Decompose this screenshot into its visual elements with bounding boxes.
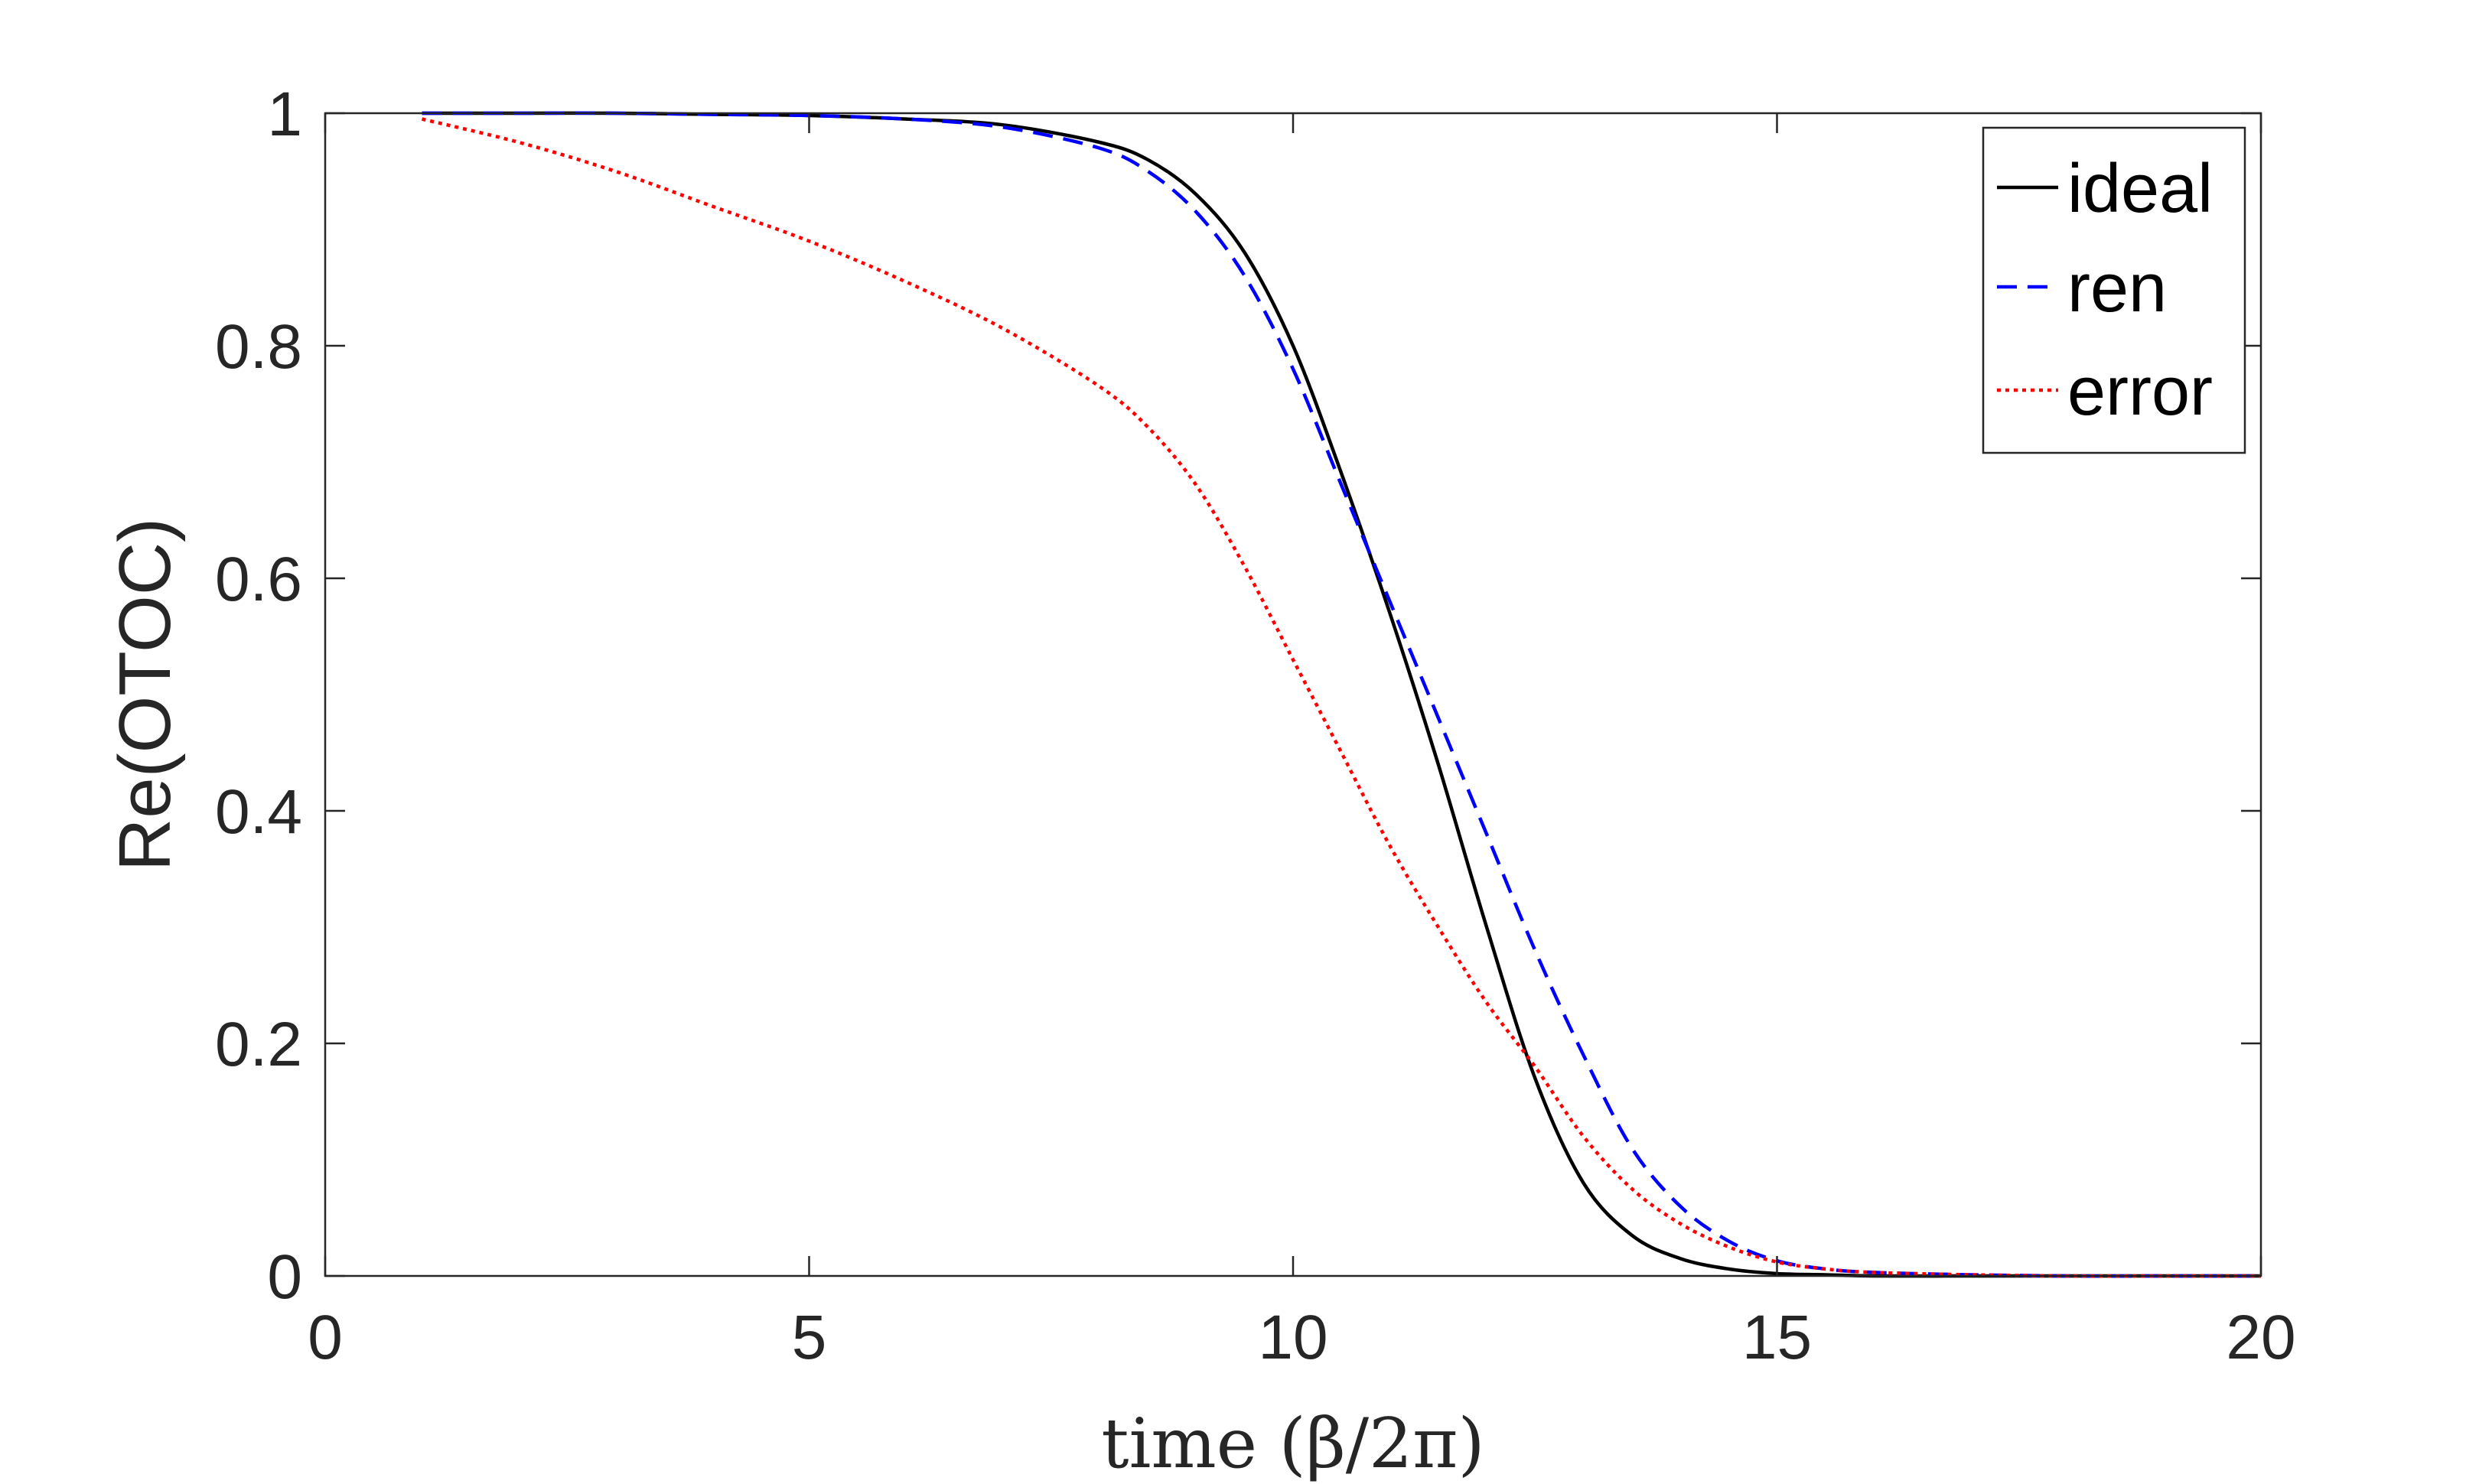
y-tick-label: 0.6 — [215, 545, 302, 614]
y-tick-label: 0.4 — [215, 777, 302, 847]
x-tick-label: 5 — [792, 1303, 827, 1372]
tick-labels: 0 5 10 15 20 0 0.2 0.4 0.6 0.8 1 — [215, 80, 2296, 1372]
x-tick-label: 15 — [1742, 1303, 1812, 1372]
legend: ideal ren error — [1982, 126, 2246, 454]
legend-label-error: error — [2067, 353, 2213, 430]
legend-box — [1982, 126, 2246, 454]
series-line-error — [421, 117, 2261, 1278]
y-tick-label: 0.8 — [215, 312, 302, 382]
x-tick-label: 0 — [308, 1303, 343, 1372]
legend-label-ideal: ideal — [2067, 151, 2213, 227]
x-tick-label: 10 — [1258, 1303, 1327, 1372]
y-tick-label: 0 — [267, 1242, 302, 1312]
x-axis-title: time (β/2π) — [1101, 1404, 1484, 1484]
y-tick-label: 0.2 — [215, 1010, 302, 1079]
x-tick-label: 20 — [2226, 1303, 2295, 1372]
y-axis-title: Re(OTOC) — [104, 518, 186, 871]
legend-label-ren: ren — [2067, 250, 2167, 327]
plot-frame — [324, 112, 2262, 1277]
y-tick-label: 1 — [267, 80, 302, 149]
plot-area — [325, 113, 2261, 1276]
